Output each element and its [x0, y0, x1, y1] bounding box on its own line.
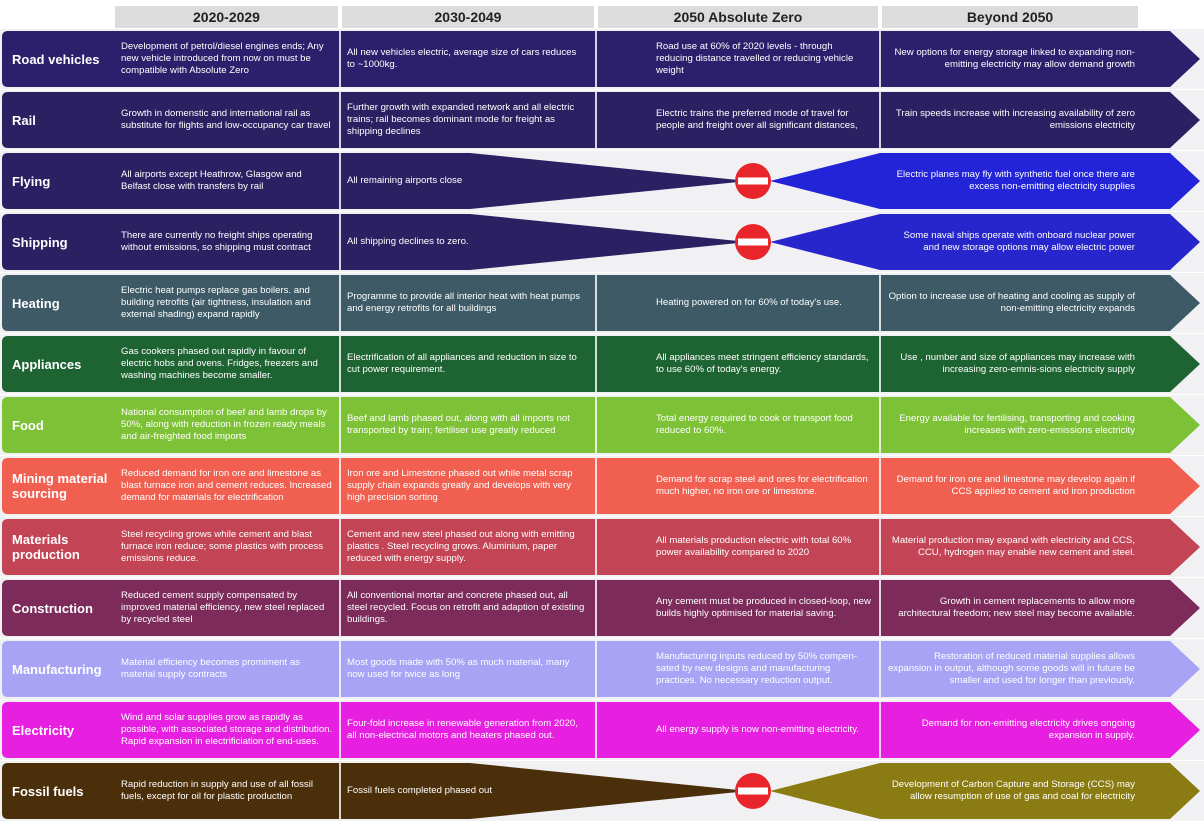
cell-text: Cement and new steel phased out along wi…: [347, 529, 575, 564]
cell-text: All airports except Heathrow, Glasgow an…: [121, 169, 302, 192]
row-label: Rail: [12, 112, 36, 128]
cell-text: Gas cookers phased out rapidly in favour…: [121, 346, 318, 381]
cell-text: Rapid reduction in supply and use of all…: [121, 779, 313, 802]
cell-text: Four-fold increase in renewable generati…: [347, 718, 578, 741]
cell-text: Electric planes may fly with synthetic f…: [896, 169, 1135, 192]
cell-text: Electrification of all appliances and re…: [347, 352, 577, 375]
cell-text: Growth in cement replacements to allow m…: [898, 596, 1135, 619]
row-arrow: [2, 397, 1200, 453]
cell-text: Electric trains the preferred mode of tr…: [656, 108, 858, 131]
row-label: Mining material sourcing: [12, 471, 108, 501]
row-label: Materials production: [12, 532, 80, 562]
row-arrow: [2, 275, 1200, 331]
row-label: Manufacturing: [12, 661, 102, 677]
cell-text: Electric heat pumps replace gas boilers.…: [121, 285, 311, 320]
cell-text: Iron ore and Limestone phased out while …: [347, 468, 573, 503]
cell-text: Option to increase use of heating and co…: [888, 291, 1135, 314]
cell-text: Some naval ships operate with onboard nu…: [903, 230, 1135, 253]
cell-text: All energy supply is now non-emitting el…: [656, 724, 859, 735]
cell-text: All remaining airports close: [347, 175, 463, 186]
cell-text: Beef and lamb phased out, along with all…: [347, 413, 570, 436]
cell-text: National consumption of beef and lamb dr…: [121, 407, 327, 442]
cell-text: Road use at 60% of 2020 levels - through…: [656, 41, 854, 76]
row-arrow-left: [2, 763, 748, 819]
cell-text: Total energy required to cook or transpo…: [656, 413, 853, 436]
column-header: Beyond 2050: [882, 6, 1138, 28]
row-label: Construction: [12, 600, 93, 616]
cell-text: All materials production electric with t…: [656, 535, 852, 558]
column-header: 2050 Absolute Zero: [598, 6, 878, 28]
row-arrow: [2, 336, 1200, 392]
cell-text: All new vehicles electric, average size …: [347, 47, 577, 70]
row-label: Appliances: [12, 356, 82, 372]
cell-text: Heating powered on for 60% of today's us…: [656, 297, 842, 308]
cell-text: New options for energy storage linked to…: [894, 47, 1135, 70]
row-label: Flying: [12, 173, 51, 189]
cell-text: Use , number and size of appliances may …: [900, 352, 1135, 375]
row-arrow: [2, 580, 1200, 636]
row-arrow: [2, 641, 1200, 697]
row-label: Road vehicles: [12, 51, 100, 67]
row-arrow-left: [2, 153, 748, 209]
cell-text: All conventional mortar and concrete pha…: [347, 590, 585, 625]
column-header: 2030-2049: [342, 6, 594, 28]
cell-text: Programme to provide all interior heat w…: [347, 291, 581, 314]
cell-text: Demand for scrap steel and ores for elec…: [656, 474, 868, 497]
cell-text: There are currently no freight ships ope…: [121, 230, 313, 253]
stop-bar: [738, 177, 768, 185]
stop-bar: [738, 787, 768, 795]
cell-text: Steel recycling grows while cement and b…: [121, 529, 324, 564]
row-arrow-right: [770, 153, 1200, 209]
stop-bar: [738, 238, 768, 246]
cell-text: Train speeds increase with increasing av…: [895, 108, 1135, 131]
cell-text: Growth in domenstic and international ra…: [121, 108, 331, 131]
cell-text: Fossil fuels completed phased out: [347, 785, 493, 796]
row-arrow: [2, 458, 1200, 514]
cell-text: Material production may expand with elec…: [891, 535, 1135, 558]
row-arrow-right: [770, 763, 1200, 819]
cell-text: Demand for iron ore and limestone may de…: [896, 474, 1135, 497]
row-label: Electricity: [12, 722, 75, 738]
cell-text: Reduced cement supply compensated by imp…: [121, 590, 325, 625]
row-arrow: [2, 702, 1200, 758]
row-arrow: [2, 92, 1200, 148]
cell-text: Restoration of reduced material supplies…: [888, 651, 1135, 686]
row-label: Shipping: [12, 234, 68, 250]
column-header: 2020-2029: [115, 6, 338, 28]
row-arrow-right: [770, 214, 1200, 270]
row-label: Fossil fuels: [12, 783, 84, 799]
cell-text: Reduced demand for iron ore and limeston…: [121, 468, 332, 503]
row-label: Food: [12, 417, 44, 433]
cell-text: All shipping declines to zero.: [347, 236, 469, 247]
cell-text: All appliances meet stringent efficiency…: [656, 352, 869, 375]
cell-text: Most goods made with 50% as much materia…: [347, 657, 570, 680]
cell-text: Any cement must be produced in closed-lo…: [656, 596, 871, 619]
cell-text: Wind and solar supplies grow as rapidly …: [121, 712, 333, 747]
row-arrow: [2, 31, 1200, 87]
cell-text: Development of petrol/diesel engines end…: [121, 41, 324, 76]
cell-text: Development of Carbon Capture and Storag…: [891, 779, 1135, 802]
cell-text: Material efficiency becomes promiment as…: [121, 657, 300, 680]
cell-text: Energy available for fertilising, transp…: [899, 413, 1135, 436]
row-label: Heating: [12, 295, 60, 311]
cell-text: Manufacturing inputs reduced by 50% comp…: [656, 651, 858, 686]
row-arrow: [2, 519, 1200, 575]
cell-text: Further growth with expanded network and…: [347, 102, 575, 137]
cell-text: Demand for non-emitting electricity driv…: [921, 718, 1135, 741]
row-arrow-left: [2, 214, 748, 270]
